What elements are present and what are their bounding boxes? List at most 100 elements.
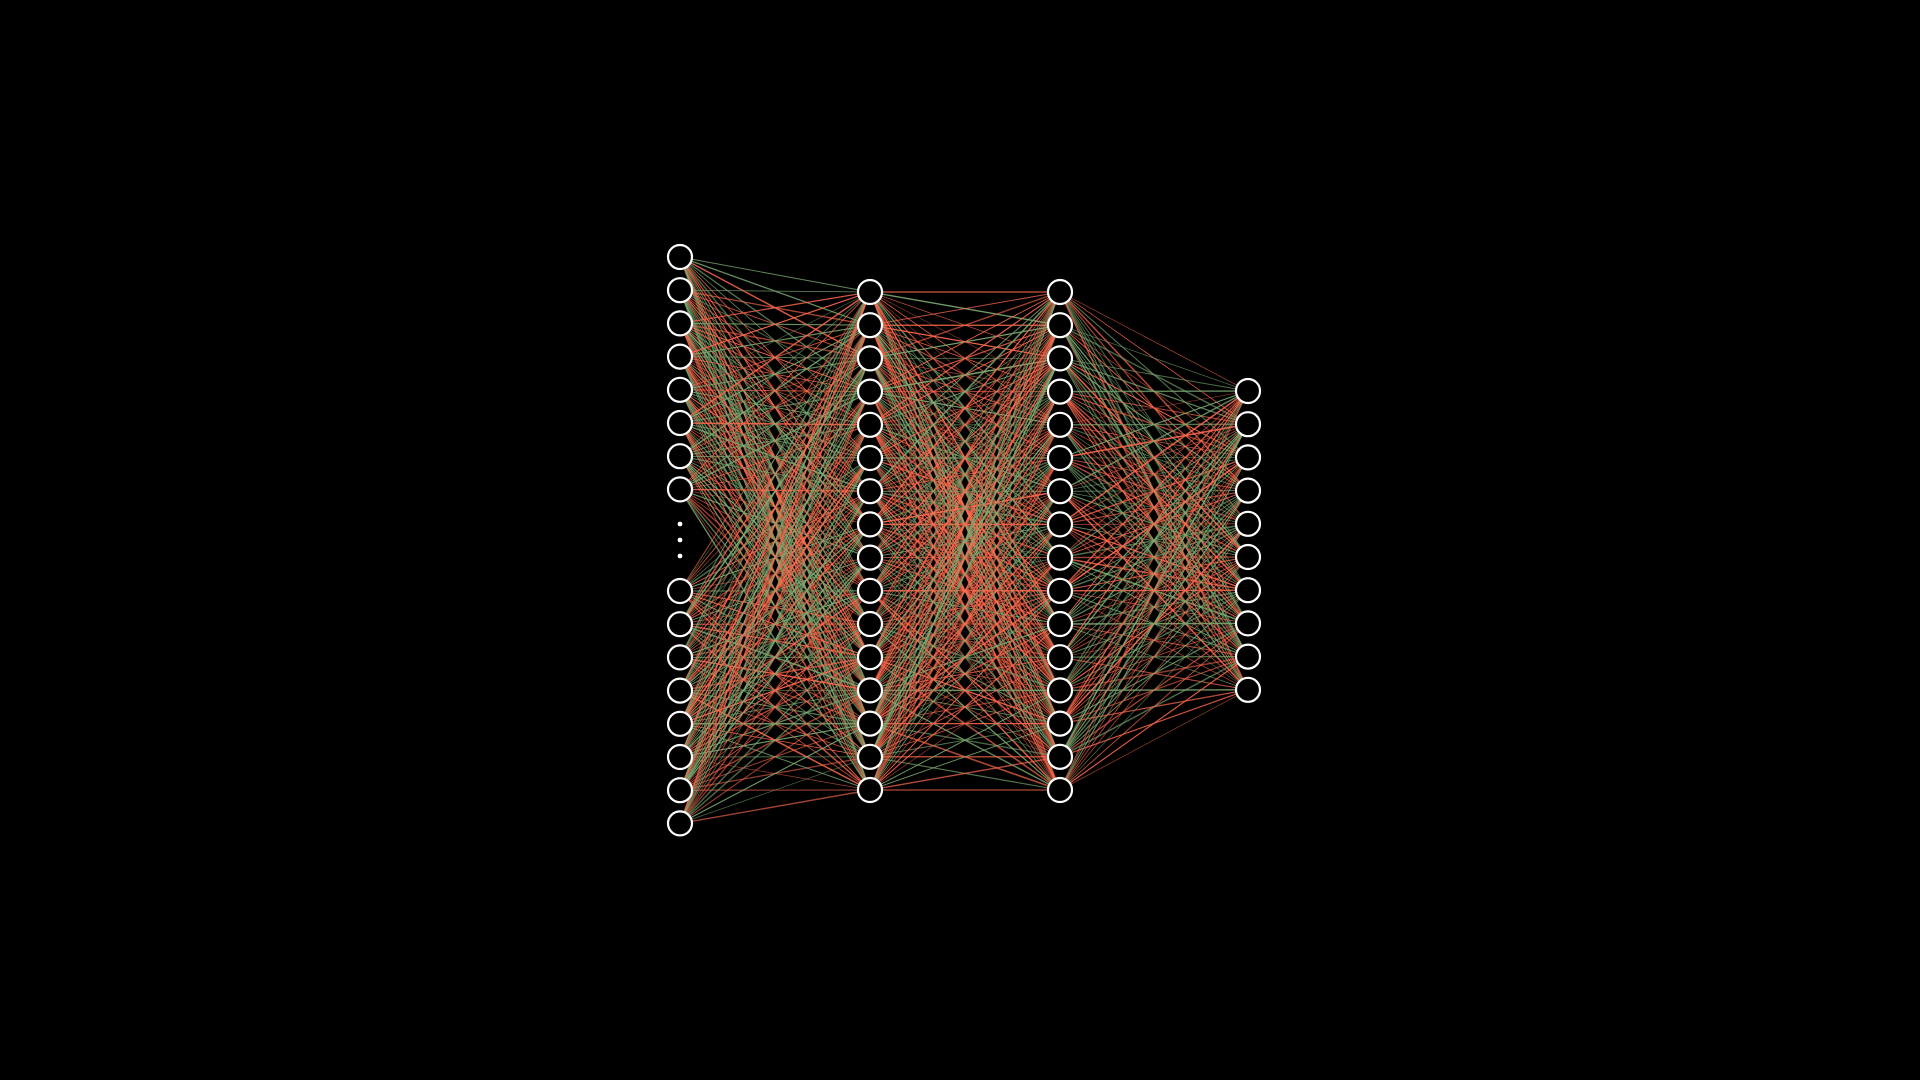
hidden-layer-2-neuron-12 <box>1046 677 1074 704</box>
edge-l2-12-0 <box>1059 390 1249 691</box>
edge-l0-7-0 <box>679 291 871 490</box>
edge-l2-15-5 <box>1059 556 1249 791</box>
edge-l1-15-7 <box>869 524 1061 791</box>
hidden-layer-1-neuron-8 <box>856 544 884 571</box>
edge-l0-2-0 <box>679 291 871 324</box>
edge-l2-7-0 <box>1059 390 1249 526</box>
input-layer-neuron-14 <box>666 777 694 804</box>
edge-l1-8-0 <box>869 291 1061 558</box>
edge-l1-15-8 <box>869 557 1061 791</box>
hidden-layer-1-neuron-5 <box>856 444 884 472</box>
edge-l0-15-4 <box>679 424 871 824</box>
edge-l0-15-12 <box>679 689 871 824</box>
edge-l2-15-7 <box>1059 623 1249 791</box>
input-layer-neuron-8 <box>666 577 694 605</box>
edge-l1-15-1 <box>869 324 1061 791</box>
output-layer-neuron-0 <box>1234 377 1262 405</box>
output-layer-neuron-1 <box>1234 411 1262 438</box>
edge-l1-15-9 <box>869 590 1061 791</box>
hidden-layer-2-neuron-2 <box>1046 345 1074 372</box>
hidden-layer-1-neuron-4 <box>856 411 884 438</box>
edge-l2-10-0 <box>1059 390 1249 625</box>
hidden-layer-1-neuron-6 <box>856 478 884 505</box>
output-layer-neuron-2 <box>1234 444 1262 471</box>
edge-l1-1-0 <box>869 291 1061 326</box>
hidden-layer-2-neuron-15 <box>1046 776 1074 804</box>
input-layer-neuron-3 <box>666 343 694 370</box>
edge-l2-9-0 <box>1059 390 1249 592</box>
edge-l0-15-15 <box>679 789 871 825</box>
edge-l2-15-1 <box>1059 424 1249 791</box>
hidden-layer-1-neuron-12 <box>856 677 884 704</box>
input-layer-neuron-10 <box>666 644 694 671</box>
hidden-layer-1-neuron-15 <box>856 776 884 804</box>
hidden-layer-2-neuron-8 <box>1046 544 1074 571</box>
input-layer-neuron-5 <box>666 409 694 437</box>
input-layer-neuron-15 <box>666 810 694 837</box>
edge-l1-6-0 <box>869 291 1061 492</box>
edge-l0-0-0 <box>679 256 871 293</box>
edge-l0-10-0 <box>679 291 871 658</box>
hidden-layer-2-neuron-11 <box>1046 644 1074 671</box>
edge-l1-7-0 <box>869 291 1061 525</box>
hidden-layer-2-neuron-6 <box>1046 478 1074 505</box>
hidden-layer-1-neuron-7 <box>856 511 884 538</box>
edge-l2-15-3 <box>1059 490 1249 791</box>
edge-l0-15-6 <box>679 490 871 824</box>
edge-l0-15-0 <box>679 291 871 824</box>
edge-l2-15-2 <box>1059 457 1249 791</box>
edge-l0-15-13 <box>679 723 871 824</box>
edge-l0-15-10 <box>679 623 871 824</box>
edge-l2-6-0 <box>1059 390 1249 492</box>
edge-l1-15-3 <box>869 391 1061 791</box>
output-layer-neuron-3 <box>1234 477 1262 504</box>
output-layer-neuron-9 <box>1234 676 1262 703</box>
hidden-layer-1-neuron-14 <box>856 743 884 770</box>
edge-l0-3-0 <box>679 291 871 358</box>
edge-l1-15-5 <box>869 457 1061 791</box>
hidden-layer-2-neuron-10 <box>1046 610 1074 638</box>
hidden-layer-2-neuron-5 <box>1046 444 1074 472</box>
edge-l1-15-10 <box>869 623 1061 791</box>
edge-l2-2-0 <box>1059 357 1249 392</box>
hidden-layer-1-neuron-10 <box>856 610 884 638</box>
hidden-layer-1-neuron-3 <box>856 378 884 405</box>
edge-l1-13-0 <box>869 291 1061 724</box>
output-layer-neuron-6 <box>1234 577 1262 604</box>
edge-l1-15-14 <box>869 756 1061 791</box>
edge-l1-4-0 <box>869 291 1061 426</box>
edge-l0-11-0 <box>679 291 871 691</box>
edge-l2-8-0 <box>1059 390 1249 559</box>
edge-l1-15-11 <box>869 656 1061 791</box>
edge-l0-15-1 <box>679 325 871 824</box>
edge-l1-15-4 <box>869 424 1061 791</box>
edge-l1-15-0 <box>869 291 1061 791</box>
edge-l0-1-0 <box>679 289 871 293</box>
edge-l1-15-2 <box>869 358 1061 791</box>
input-layer-neuron-6 <box>666 443 694 470</box>
edge-l0-13-0 <box>679 291 871 758</box>
edge-l0-12-0 <box>679 291 871 724</box>
ellipsis-dot-2 <box>677 553 683 559</box>
input-layer-neuron-12 <box>666 710 694 737</box>
edge-l0-9-0 <box>679 291 871 625</box>
hidden-layer-2-neuron-1 <box>1046 312 1074 339</box>
edge-l1-15-13 <box>869 723 1061 791</box>
hidden-layer-2-neuron-13 <box>1046 710 1074 737</box>
edge-l2-15-4 <box>1059 523 1249 791</box>
edge-l2-15-6 <box>1059 589 1249 791</box>
edge-l2-4-0 <box>1059 390 1249 426</box>
hidden-layer-2-neuron-0 <box>1046 278 1074 306</box>
edge-l0-8-0 <box>679 291 871 592</box>
ellipsis-dot-1 <box>677 537 683 543</box>
input-layer-neuron-4 <box>666 376 694 403</box>
edge-l1-9-0 <box>869 291 1061 591</box>
hidden-layer-2-neuron-7 <box>1046 511 1074 538</box>
edge-l2-15-9 <box>1059 689 1249 791</box>
output-layer-neuron-8 <box>1234 643 1262 670</box>
hidden-layer-1-neuron-11 <box>856 644 884 671</box>
input-layer-neuron-13 <box>666 743 694 771</box>
edge-l1-5-0 <box>869 291 1061 459</box>
